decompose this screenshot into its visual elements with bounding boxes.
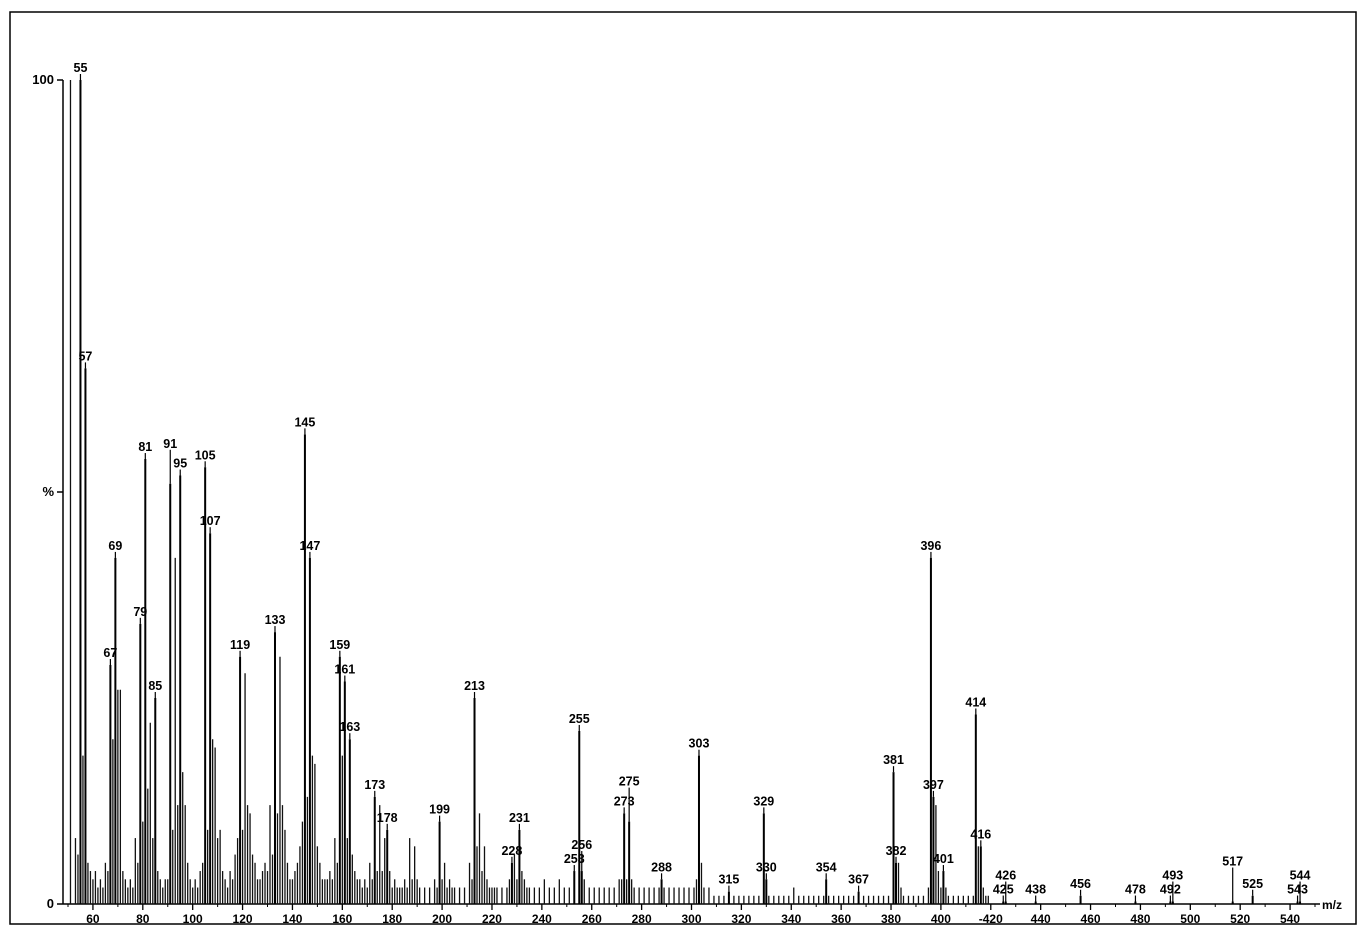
peak-label-91: 91 [163,437,177,451]
plot-frame [9,11,1357,925]
peak-label-173: 173 [364,778,385,792]
x-tick-label: 220 [482,912,502,926]
x-axis-ticks: 60 80 100 120 140 160 180 200 220 240 260 280 300 320… [67,904,1316,926]
peak-label-69: 69 [108,539,122,553]
x-tick-label: 180 [382,912,402,926]
x-tick-label: -420 [979,912,1003,926]
peak-label-57: 57 [78,349,92,363]
x-tick-label: 200 [432,912,452,926]
peak-label-145: 145 [294,415,315,429]
x-tick-label: 300 [681,912,701,926]
peak-label-426: 426 [995,869,1016,883]
labeled-peak-bars [79,80,1302,904]
x-tick-label: 440 [1031,912,1051,926]
peak-labels: 55 57 145 81 105 95 91 107 69 147 396 79 133 119 159 67… [74,61,1311,902]
x-tick-label: 520 [1230,912,1250,926]
peak-label-95: 95 [173,457,187,471]
peak-label-493: 493 [1162,869,1183,883]
x-tick-label: 400 [931,912,951,926]
peak-label-288: 288 [651,860,672,874]
peak-label-381: 381 [883,753,904,767]
peak-label-354: 354 [816,860,837,874]
peak-label-396: 396 [920,539,941,553]
peak-label-256: 256 [571,838,592,852]
x-tick-label: 140 [282,912,302,926]
peak-label-253: 253 [564,852,585,866]
peak-label-544: 544 [1290,869,1311,883]
x-tick-label: 120 [233,912,253,926]
peak-label-213: 213 [464,679,485,693]
x-tick-label: 160 [332,912,352,926]
peak-label-67: 67 [103,646,117,660]
peak-label-163: 163 [339,720,360,734]
peak-label-329: 329 [753,794,774,808]
x-tick-label: 280 [632,912,652,926]
x-tick-label: 240 [532,912,552,926]
x-tick-label: 100 [183,912,203,926]
x-tick-label: 480 [1130,912,1150,926]
peak-label-401: 401 [933,852,954,866]
peak-label-231: 231 [509,811,530,825]
x-tick-label: 460 [1081,912,1101,926]
peak-label-85: 85 [148,679,162,693]
peak-label-228: 228 [501,844,522,858]
x-tick-label: 80 [136,912,150,926]
peak-label-79: 79 [133,605,147,619]
y-axis-ticks: 100% 0 [32,72,63,911]
peak-label-55: 55 [74,61,88,75]
peak-label-367: 367 [848,873,869,887]
peak-label-273: 273 [614,794,635,808]
peak-label-105: 105 [195,448,216,462]
x-tick-label: 320 [731,912,751,926]
peak-label-525: 525 [1242,877,1263,891]
x-tick-label: 260 [582,912,602,926]
peak-label-315: 315 [718,873,739,887]
peak-label-517: 517 [1222,855,1243,869]
peak-label-478: 478 [1125,883,1146,897]
peak-label-159: 159 [329,638,350,652]
x-tick-label: 340 [781,912,801,926]
peak-label-416: 416 [970,827,991,841]
peak-label-161: 161 [334,663,355,677]
y-tick-label: % [42,484,54,499]
peak-label-133: 133 [265,613,286,627]
peak-label-178: 178 [377,811,398,825]
y-tick-label: 0 [47,896,54,911]
peak-label-147: 147 [299,539,320,553]
peak-label-275: 275 [619,775,640,789]
peak-label-492: 492 [1160,883,1181,897]
x-tick-label: 380 [881,912,901,926]
x-tick-label: 540 [1280,912,1300,926]
peak-label-119: 119 [230,638,250,652]
peak-label-199: 199 [429,803,450,817]
peak-label-303: 303 [689,737,710,751]
peak-label-425: 425 [993,883,1014,897]
x-tick-label: 60 [86,912,100,926]
minor-peak-bars [69,80,989,904]
peak-label-382: 382 [886,844,907,858]
x-tick-label: 500 [1180,912,1200,926]
peak-label-255: 255 [569,712,590,726]
peak-label-397: 397 [923,778,944,792]
y-tick-label: 100 [32,72,54,87]
peak-label-414: 414 [965,695,986,709]
peak-label-456: 456 [1070,877,1091,891]
peak-label-543: 543 [1287,883,1308,897]
x-axis-unit-label: m/z [1322,898,1342,912]
x-tick-label: 360 [831,912,851,926]
peak-label-330: 330 [756,860,777,874]
peak-label-438: 438 [1025,883,1046,897]
peak-label-107: 107 [200,514,221,528]
peak-label-81: 81 [138,440,152,454]
